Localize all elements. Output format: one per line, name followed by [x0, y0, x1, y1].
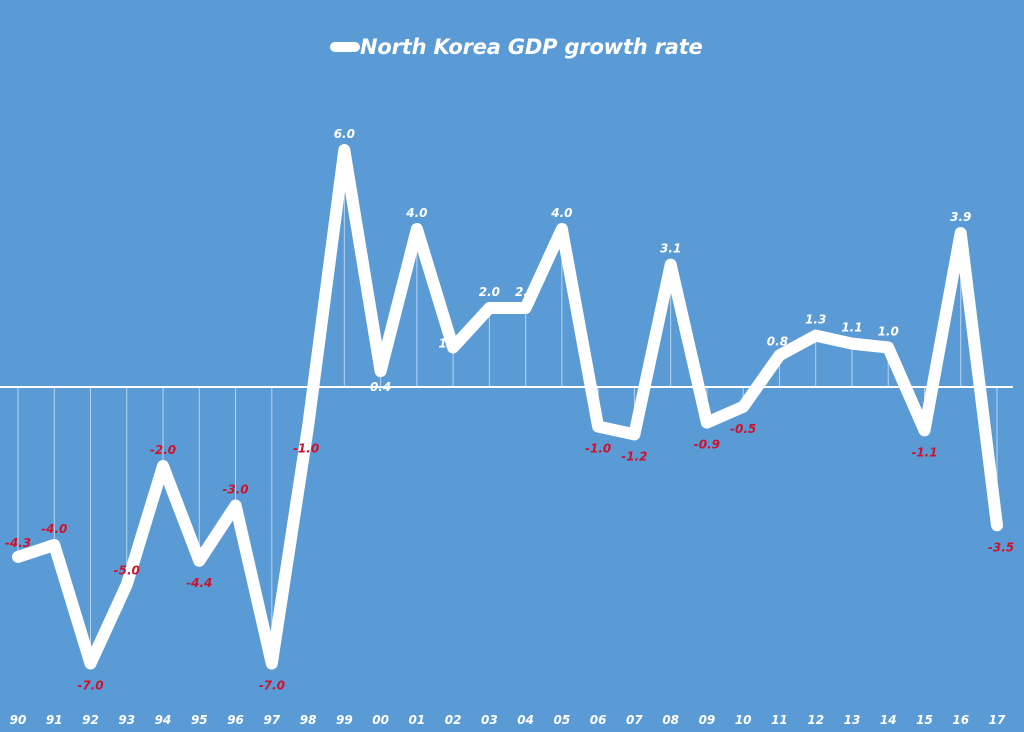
x-tick-label: 13: [844, 713, 861, 727]
x-tick-label: 94: [155, 713, 172, 727]
x-tick-label: 10: [735, 713, 752, 727]
x-tick-label: 90: [10, 713, 27, 727]
data-label: 6.0: [334, 127, 355, 141]
data-label: -5.0: [114, 564, 140, 578]
data-label: -7.0: [259, 679, 285, 693]
data-label: 1.1: [841, 321, 862, 335]
data-label: 2.0: [515, 285, 536, 299]
x-tick-label: 99: [336, 713, 353, 727]
x-tick-label: 02: [445, 713, 462, 727]
x-tick-label: 09: [699, 713, 716, 727]
data-label: -3.0: [222, 483, 248, 497]
drop-lines: [17, 150, 998, 664]
data-label: 4.0: [405, 206, 427, 220]
x-tick-label: 08: [662, 713, 679, 727]
x-tick-label: 05: [554, 713, 571, 727]
data-label: 0.4: [370, 380, 391, 394]
x-tick-label: 17: [989, 713, 1006, 727]
data-label: 4.0: [550, 206, 572, 220]
x-tick-label: 92: [82, 713, 99, 727]
data-label: -1.2: [621, 449, 647, 463]
data-label: 1.3: [805, 313, 826, 327]
x-axis-tick-labels: 90 91 92 93 94 95 96 97 98 99 00 01 02 03 04 05 06 07 08 09…: [10, 713, 1006, 727]
x-tick-label: 06: [590, 713, 607, 727]
x-tick-label: 15: [916, 713, 933, 727]
data-label: 3.1: [660, 242, 681, 256]
data-label: 1.0: [878, 325, 899, 339]
data-label: 0.8: [767, 334, 788, 348]
data-label: -0.9: [694, 438, 720, 452]
x-tick-label: 16: [952, 713, 969, 727]
x-tick-label: 98: [300, 713, 317, 727]
data-labels: -4.3 -4.0 -7.0 -5.0 -2.0 -4.4 -3.0 -7.0 -1.0 6.0 0…: [5, 127, 1014, 693]
data-label: 2.0: [479, 285, 500, 299]
x-tick-label: 96: [227, 713, 244, 727]
x-tick-label: 11: [771, 713, 788, 727]
x-tick-label: 00: [372, 713, 389, 727]
data-label: -1.1: [911, 445, 937, 459]
x-tick-label: 14: [880, 713, 897, 727]
data-label: -3.5: [988, 540, 1014, 554]
x-tick-label: 03: [481, 713, 498, 727]
chart-title-legend: North Korea GDP growth rate: [330, 30, 703, 64]
x-tick-label: 07: [626, 713, 643, 727]
data-label: -4.3: [5, 536, 31, 550]
gdp-growth-line: [12, 144, 1003, 670]
x-tick-label: 95: [191, 713, 208, 727]
x-tick-label: 97: [263, 713, 280, 727]
x-tick-label: 01: [409, 713, 426, 727]
data-label: 1.0: [438, 337, 459, 351]
data-label: -7.0: [77, 679, 103, 693]
data-label: 3.9: [950, 210, 971, 224]
x-tick-label: 04: [517, 713, 534, 727]
x-tick-label: 12: [807, 713, 824, 727]
data-label: -1.0: [585, 442, 611, 456]
x-tick-label: 93: [118, 713, 135, 727]
legend-line-swatch-icon: [330, 42, 360, 52]
data-label: -2.0: [150, 443, 176, 457]
x-tick-label: 91: [46, 713, 63, 727]
chart-title: North Korea GDP growth rate: [360, 35, 703, 59]
data-label: -1.0: [293, 442, 319, 456]
data-label: -4.4: [186, 576, 212, 590]
data-label: -4.0: [41, 522, 67, 536]
data-label: -0.5: [730, 422, 756, 436]
